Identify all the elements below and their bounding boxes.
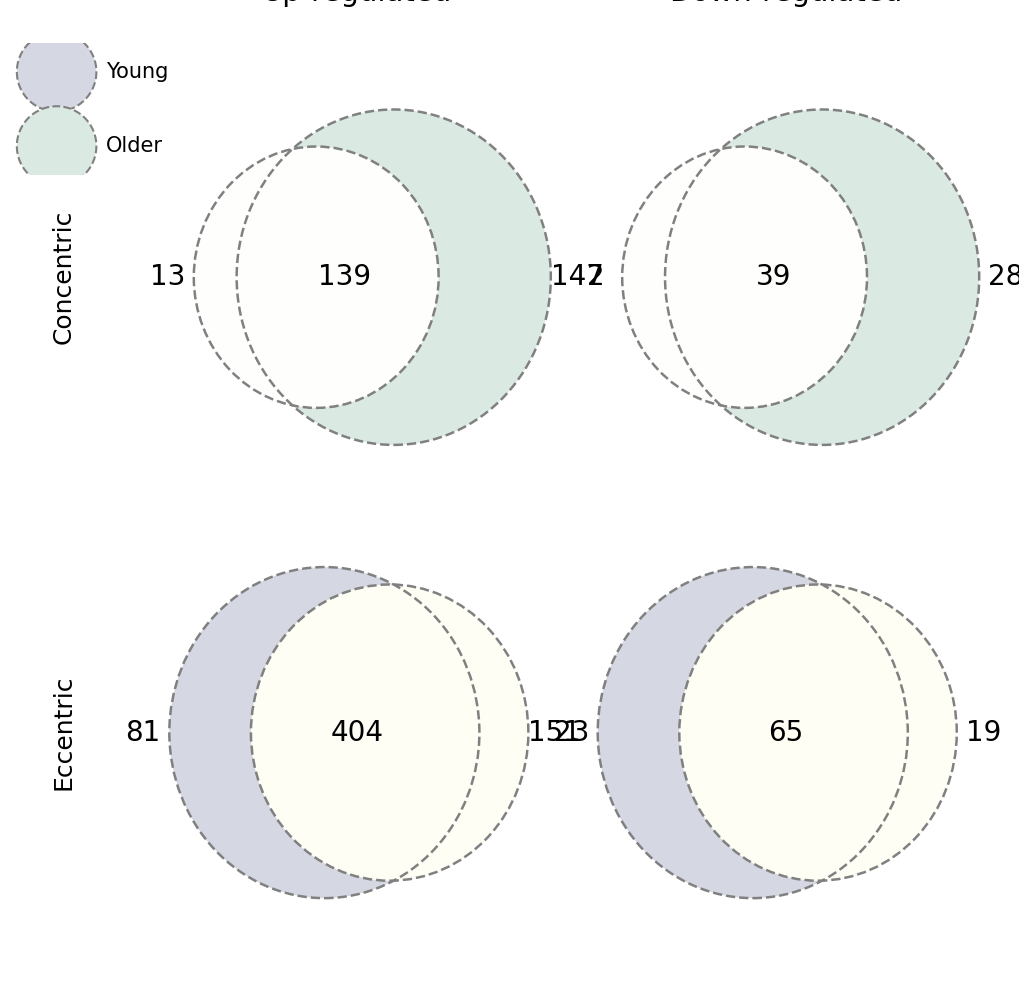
- Circle shape: [16, 106, 97, 186]
- Text: 2: 2: [586, 263, 604, 291]
- Text: Down-regulated: Down-regulated: [668, 0, 901, 7]
- Text: Up-regulated: Up-regulated: [262, 0, 451, 7]
- Circle shape: [194, 147, 438, 408]
- Text: 151: 151: [528, 719, 581, 746]
- Circle shape: [664, 110, 978, 445]
- Text: 13: 13: [150, 263, 184, 291]
- Text: 19: 19: [965, 719, 1000, 746]
- Text: 65: 65: [767, 719, 802, 746]
- Circle shape: [236, 110, 550, 445]
- Text: 81: 81: [125, 719, 160, 746]
- Circle shape: [194, 147, 438, 408]
- Text: 139: 139: [318, 263, 371, 291]
- Text: 147: 147: [550, 263, 603, 291]
- Text: 28: 28: [987, 263, 1019, 291]
- Circle shape: [622, 147, 866, 408]
- Circle shape: [679, 584, 956, 881]
- Text: Young: Young: [106, 61, 168, 82]
- Circle shape: [16, 32, 97, 112]
- Text: 404: 404: [330, 719, 383, 746]
- Circle shape: [251, 584, 528, 881]
- Text: Concentric: Concentric: [51, 210, 75, 345]
- Circle shape: [169, 567, 479, 898]
- Circle shape: [622, 147, 866, 408]
- Text: Older: Older: [106, 136, 162, 156]
- Circle shape: [251, 584, 528, 881]
- Text: 39: 39: [755, 263, 790, 291]
- Text: 23: 23: [553, 719, 588, 746]
- Text: Eccentric: Eccentric: [51, 675, 75, 790]
- Circle shape: [597, 567, 907, 898]
- Circle shape: [679, 584, 956, 881]
